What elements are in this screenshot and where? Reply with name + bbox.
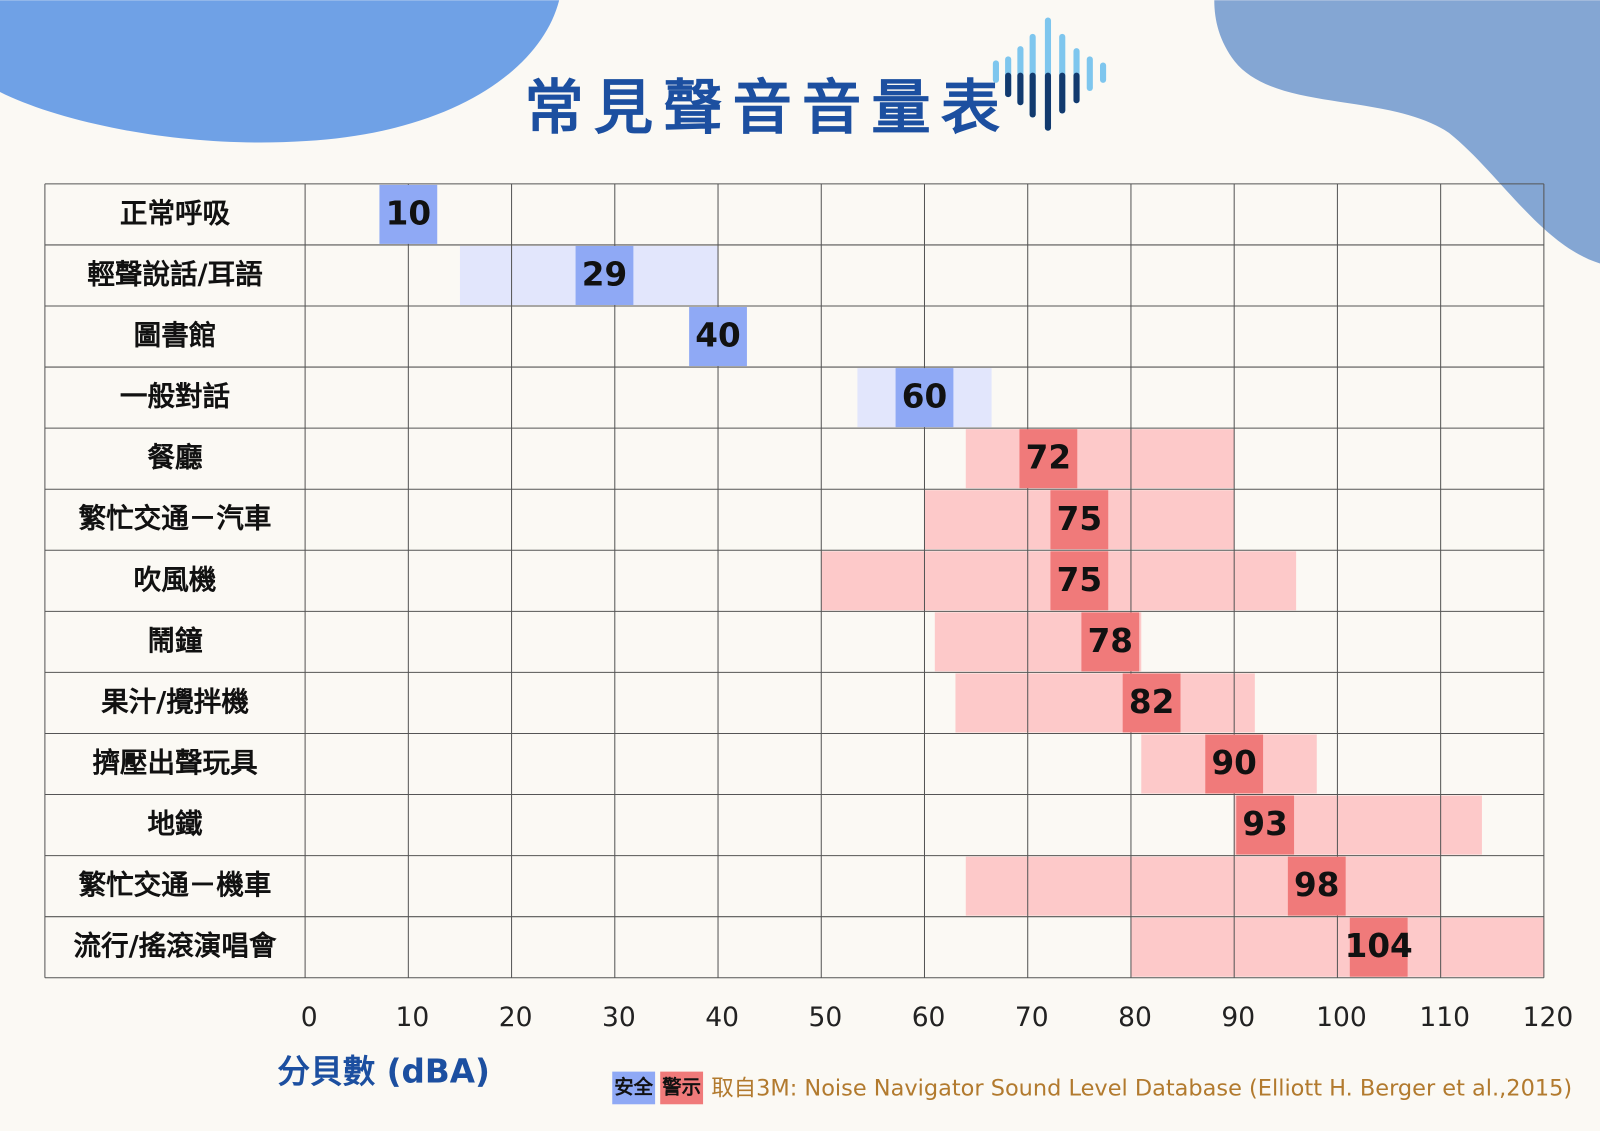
x-tick-label: 0 bbox=[301, 1002, 318, 1033]
value-box bbox=[1122, 673, 1181, 733]
x-tick-label: 100 bbox=[1316, 1002, 1367, 1033]
value-box bbox=[1050, 551, 1109, 611]
x-tick-label: 110 bbox=[1419, 1002, 1470, 1033]
value-box bbox=[895, 368, 954, 428]
value-box bbox=[379, 184, 438, 244]
x-tick-label: 40 bbox=[705, 1002, 739, 1033]
value-label: 75 bbox=[1057, 561, 1102, 599]
value-box bbox=[1236, 795, 1295, 855]
row-label: 一般對話 bbox=[120, 381, 230, 413]
value-box bbox=[689, 307, 747, 367]
value-box bbox=[575, 245, 634, 305]
x-tick-label: 60 bbox=[912, 1002, 946, 1033]
x-tick-label: 10 bbox=[396, 1002, 430, 1033]
row-label: 流行/搖滾演唱會 bbox=[74, 930, 277, 962]
row-label: 地鐵 bbox=[147, 808, 203, 840]
value-label: 10 bbox=[386, 194, 431, 232]
range-bar bbox=[955, 673, 1255, 733]
row-label: 繁忙交通－機車 bbox=[79, 869, 272, 901]
value-box bbox=[1050, 490, 1109, 550]
legend-swatch bbox=[612, 1071, 656, 1105]
value-box bbox=[1081, 612, 1140, 672]
legend-label: 警示 bbox=[662, 1075, 701, 1098]
value-label: 98 bbox=[1294, 866, 1339, 904]
legend-swatch bbox=[660, 1071, 704, 1105]
range-bar bbox=[965, 856, 1441, 916]
chart-title: 常見聲音音量表 bbox=[525, 72, 1011, 142]
range-bar bbox=[965, 429, 1235, 489]
row-label: 果汁/攪拌機 bbox=[101, 686, 249, 718]
plot: 0 10 20 30 40 50 60 70 80 90 100 110 120 正常呼吸輕聲說話/耳語圖… bbox=[44, 183, 1574, 1105]
value-label: 93 bbox=[1242, 805, 1287, 843]
x-tick-label: 70 bbox=[1015, 1002, 1049, 1033]
value-box bbox=[1287, 856, 1346, 916]
value-label: 60 bbox=[902, 378, 947, 416]
x-axis-title: 分貝數 (dBA) bbox=[277, 1053, 490, 1091]
sound-wave-icon bbox=[992, 17, 1107, 131]
value-label: 104 bbox=[1345, 927, 1413, 965]
row-label: 輕聲說話/耳語 bbox=[87, 258, 262, 290]
row-label: 正常呼吸 bbox=[120, 197, 231, 229]
row-label: 擠壓出聲玩具 bbox=[92, 747, 258, 779]
row-label: 圖書館 bbox=[134, 320, 217, 352]
value-label: 90 bbox=[1211, 744, 1256, 782]
x-tick-label: 20 bbox=[499, 1002, 533, 1033]
value-box bbox=[1205, 734, 1264, 794]
x-tick-label: 30 bbox=[602, 1002, 636, 1033]
value-label: 78 bbox=[1088, 622, 1133, 660]
legend-label: 安全 bbox=[614, 1075, 653, 1098]
x-tick-label: 120 bbox=[1523, 1002, 1574, 1033]
x-tick-label: 90 bbox=[1221, 1002, 1255, 1033]
row-label: 吹風機 bbox=[134, 564, 217, 596]
value-label: 29 bbox=[582, 255, 627, 293]
x-tick-label: 50 bbox=[808, 1002, 842, 1033]
value-box bbox=[1349, 917, 1408, 977]
value-label: 82 bbox=[1129, 683, 1174, 721]
value-label: 72 bbox=[1026, 439, 1071, 477]
decor-blob bbox=[1214, 0, 1600, 264]
value-box bbox=[1019, 429, 1078, 489]
source-note: 取自3M: Noise Navigator Sound Level Databa… bbox=[711, 1075, 1572, 1101]
row-label: 鬧鐘 bbox=[147, 625, 203, 657]
decor-blob bbox=[0, 0, 560, 143]
row-label: 餐廳 bbox=[147, 442, 203, 474]
row-label: 繁忙交通－汽車 bbox=[79, 503, 272, 535]
value-label: 75 bbox=[1057, 500, 1102, 538]
value-label: 40 bbox=[695, 317, 740, 355]
x-tick-label: 80 bbox=[1118, 1002, 1152, 1033]
